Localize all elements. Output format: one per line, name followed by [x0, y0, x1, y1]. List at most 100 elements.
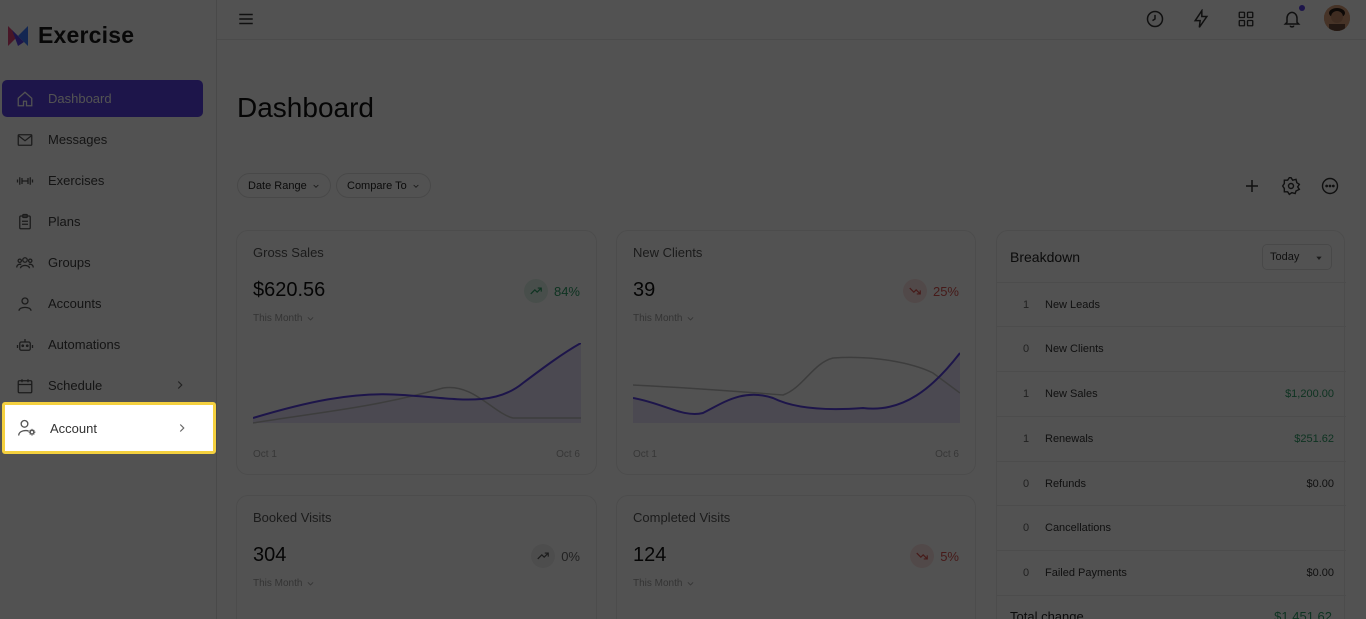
date-range-label: Date Range: [248, 179, 307, 192]
robot-icon: [14, 334, 36, 356]
chevron-right-icon: [179, 424, 185, 432]
period-select[interactable]: This Month: [633, 313, 695, 324]
mail-icon: [14, 129, 36, 151]
top-bar: [217, 0, 1366, 40]
chevron-down-icon: [688, 317, 694, 321]
date-range-filter[interactable]: Date Range: [237, 173, 331, 198]
row-label: New Clients: [1045, 343, 1104, 355]
gross-sales-card: Gross Sales $620.56 84% This Month Oct 1…: [236, 230, 597, 475]
period-label: This Month: [253, 578, 303, 589]
more-options-icon[interactable]: [1319, 175, 1341, 197]
sidebar-item-account[interactable]: Account: [2, 402, 216, 454]
apps-grid-icon[interactable]: [1235, 8, 1257, 30]
sidebar-item-label: Accounts: [48, 296, 102, 311]
chevron-down-icon: [413, 184, 419, 188]
row-count: 1: [1023, 299, 1030, 311]
row-label: Refunds: [1045, 478, 1086, 490]
menu-icon[interactable]: [237, 10, 255, 28]
sidebar-item-plans[interactable]: Plans: [2, 203, 203, 240]
row-amount: $0.00: [1306, 478, 1334, 490]
total-change-value: $1,451.62: [1274, 609, 1332, 619]
trend-up-icon: [531, 544, 556, 568]
sidebar-item-automations[interactable]: Automations: [2, 326, 203, 363]
period-label: This Month: [633, 578, 683, 589]
bell-icon[interactable]: [1281, 5, 1305, 30]
row-count: 0: [1023, 478, 1030, 490]
trend-down-icon: [910, 544, 935, 568]
page-title: Dashboard: [237, 92, 374, 123]
chevron-down-icon: [308, 582, 314, 586]
period-select[interactable]: This Month: [253, 578, 315, 589]
breakdown-period-select[interactable]: Today: [1262, 244, 1332, 270]
total-change-label: Total change: [1010, 609, 1084, 619]
new-clients-chart: [633, 352, 960, 423]
breakdown-panel: Breakdown Today 1 New Leads 0 New Client…: [996, 230, 1346, 619]
sidebar: Exercise Dashboard Messages Exercises Pl…: [0, 0, 217, 619]
row-label: Cancellations: [1045, 522, 1112, 534]
row-count: 0: [1023, 567, 1030, 579]
user-settings-icon: [16, 417, 38, 439]
row-count: 1: [1023, 388, 1030, 400]
breakdown-row: 1 New Leads: [997, 282, 1346, 327]
avatar[interactable]: [1324, 5, 1350, 31]
period-select[interactable]: This Month: [253, 313, 315, 324]
change-percent: 5%: [940, 548, 959, 564]
sidebar-item-label: Account: [50, 420, 97, 436]
breakdown-title: Breakdown: [1010, 249, 1081, 265]
sidebar-item-label: Automations: [48, 337, 121, 352]
breakdown-row: 1 Renewals $251.62: [997, 416, 1346, 461]
sidebar-item-dashboard[interactable]: Dashboard: [2, 80, 203, 117]
period-label: This Month: [253, 313, 303, 324]
x-axis-start: Oct 1: [253, 449, 277, 460]
clock-icon[interactable]: [1144, 8, 1166, 30]
sidebar-item-label: Dashboard: [48, 91, 112, 106]
row-label: New Leads: [1045, 299, 1101, 311]
row-amount: $0.00: [1306, 567, 1334, 579]
change-badge: 0%: [531, 544, 580, 568]
breakdown-row: 0 Cancellations: [997, 505, 1346, 550]
change-percent: 25%: [932, 283, 959, 299]
new-clients-card: New Clients 39 25% This Month Oct 1 Oct …: [616, 230, 976, 475]
sidebar-item-groups[interactable]: Groups: [2, 244, 203, 281]
lightning-icon[interactable]: [1190, 8, 1212, 30]
period-select[interactable]: This Month: [633, 578, 695, 589]
sidebar-item-label: Schedule: [48, 378, 103, 393]
sidebar-item-schedule[interactable]: Schedule: [2, 367, 203, 404]
card-title: Completed Visits: [633, 510, 731, 525]
gear-icon[interactable]: [1280, 175, 1302, 197]
sidebar-item-messages[interactable]: Messages: [2, 121, 203, 158]
card-value: 304: [253, 544, 287, 566]
x-axis-end: Oct 6: [556, 449, 580, 460]
breakdown-row: 0 Failed Payments $0.00: [997, 550, 1346, 595]
calendar-icon: [14, 375, 36, 397]
row-count: 0: [1023, 522, 1030, 534]
app-name: Exercise: [38, 22, 135, 48]
compare-to-filter[interactable]: Compare To: [336, 173, 431, 198]
change-percent: 0%: [561, 548, 580, 564]
dumbbell-icon: [14, 170, 36, 192]
completed-visits-card: Completed Visits 124 5% This Month: [616, 495, 976, 619]
change-badge: 25%: [902, 279, 959, 303]
x-axis-end: Oct 6: [935, 449, 959, 460]
chevron-down-icon: [308, 317, 314, 321]
sidebar-nav: Dashboard Messages Exercises Plans Group…: [2, 80, 214, 408]
row-count: 1: [1023, 433, 1030, 445]
users-icon: [14, 252, 36, 274]
add-icon[interactable]: [1241, 175, 1263, 197]
caret-down-icon: [1316, 256, 1322, 260]
notification-dot: [1299, 5, 1305, 11]
breakdown-row: 0 Refunds $0.00: [997, 461, 1346, 506]
row-amount: $251.62: [1294, 433, 1334, 445]
trend-down-icon: [902, 279, 927, 303]
compare-to-label: Compare To: [347, 179, 407, 192]
app-logo[interactable]: Exercise: [6, 22, 134, 49]
booked-visits-card: Booked Visits 304 0% This Month: [236, 495, 597, 619]
user-icon: [14, 293, 36, 315]
breakdown-row: 0 New Clients: [997, 326, 1346, 371]
sidebar-item-accounts[interactable]: Accounts: [2, 285, 203, 322]
card-value: 39: [633, 279, 656, 301]
row-label: Failed Payments: [1045, 567, 1127, 579]
sidebar-item-exercises[interactable]: Exercises: [2, 162, 203, 199]
change-percent: 84%: [553, 283, 580, 299]
card-title: Booked Visits: [253, 510, 332, 525]
